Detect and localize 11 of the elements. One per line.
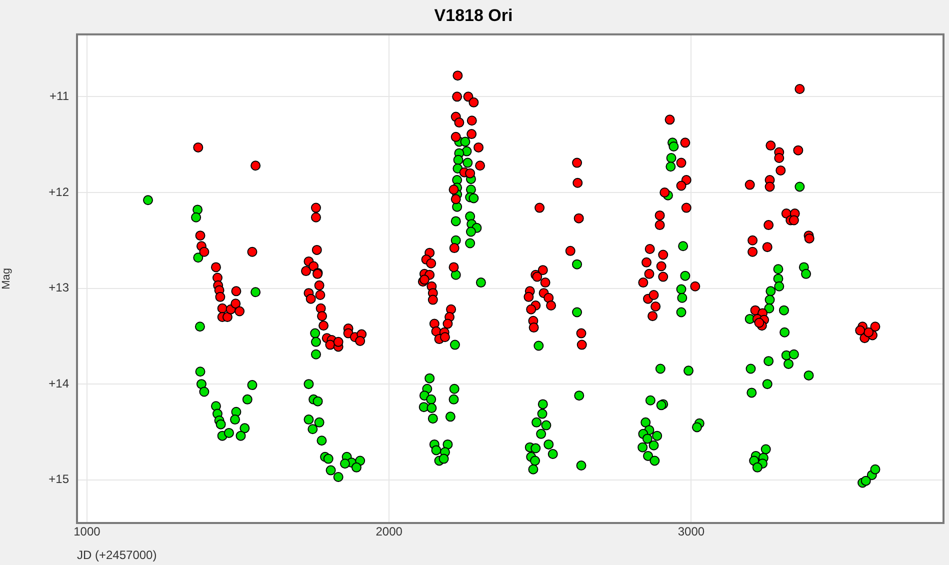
y-tick-label: +14 [48, 376, 70, 390]
x-axis-title: JD (+2457000) [77, 548, 157, 562]
y-tick-label: +11 [50, 88, 70, 103]
chart-title: V1818 Ori [434, 6, 513, 25]
x-tick-label: 3000 [678, 524, 705, 539]
y-tick-label: +13 [48, 280, 70, 295]
x-tick-label: 1000 [74, 524, 101, 539]
y-tick-label: +12 [48, 184, 70, 199]
y-axis-title: Mag [0, 268, 13, 290]
y-tick-label: +15 [48, 472, 70, 486]
x-tick-label: 2000 [376, 524, 403, 539]
